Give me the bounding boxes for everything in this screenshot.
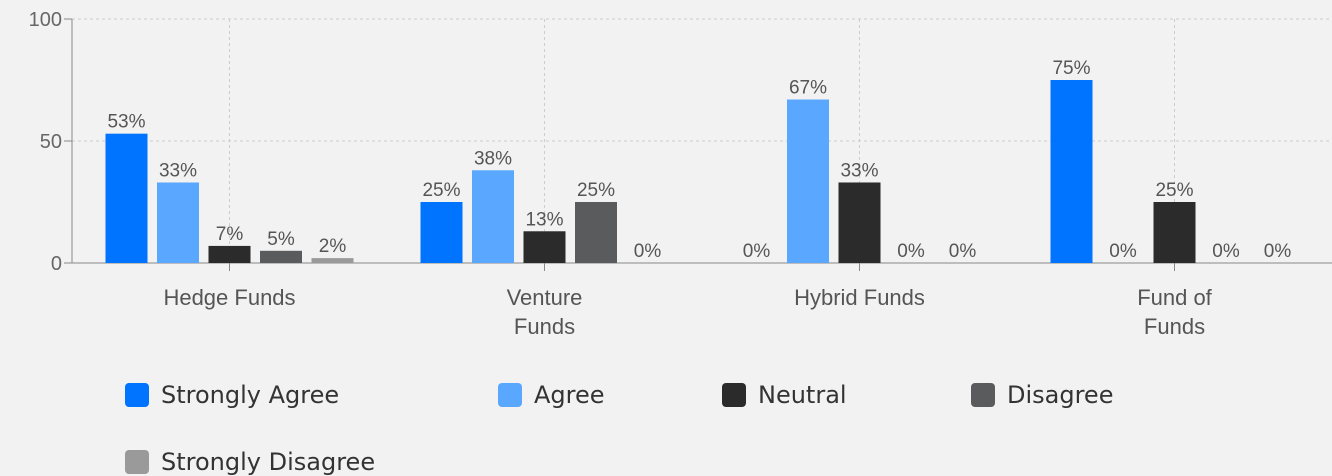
bar bbox=[838, 182, 881, 263]
data-label: 0% bbox=[949, 241, 977, 262]
bar bbox=[208, 245, 251, 263]
data-label: 5% bbox=[267, 229, 295, 250]
legend-item: Disagree bbox=[971, 380, 1113, 410]
data-label: 0% bbox=[1109, 241, 1137, 262]
data-label: 0% bbox=[634, 241, 662, 262]
y-tick-label: 50 bbox=[40, 131, 62, 153]
bar bbox=[157, 182, 199, 263]
legend-swatch bbox=[498, 383, 522, 407]
bar bbox=[260, 250, 302, 263]
data-label: 33% bbox=[840, 160, 878, 181]
y-tick-label: 100 bbox=[29, 9, 62, 31]
data-label: 53% bbox=[107, 112, 145, 133]
legend-label: Agree bbox=[534, 381, 605, 409]
data-label: 38% bbox=[474, 148, 512, 169]
x-tick-label: Venture Funds bbox=[506, 285, 583, 339]
legend-item: Agree bbox=[498, 380, 605, 410]
x-tick-label: Hybrid Funds bbox=[794, 285, 925, 310]
legend-label: Strongly Disagree bbox=[161, 448, 376, 476]
bar bbox=[1050, 80, 1093, 263]
bar bbox=[575, 202, 617, 263]
legend-label: Strongly Agree bbox=[161, 381, 340, 409]
data-label: 7% bbox=[216, 224, 244, 245]
legend-item: Neutral bbox=[722, 380, 847, 410]
legend-item: Strongly Disagree bbox=[125, 447, 375, 476]
data-label: 0% bbox=[897, 241, 925, 262]
bar bbox=[787, 99, 829, 264]
data-label: 25% bbox=[1155, 180, 1193, 201]
legend-label: Disagree bbox=[1007, 381, 1114, 409]
bar bbox=[523, 231, 566, 263]
bar bbox=[105, 133, 148, 263]
legend-item: Strongly Agree bbox=[125, 380, 339, 410]
data-label: 67% bbox=[789, 78, 827, 99]
data-label: 0% bbox=[1212, 241, 1240, 262]
data-label: 0% bbox=[1264, 241, 1292, 262]
data-label: 25% bbox=[577, 180, 615, 201]
data-label: 0% bbox=[743, 241, 771, 262]
data-label: 75% bbox=[1052, 58, 1090, 79]
x-tick-label: Hedge Funds bbox=[163, 285, 296, 310]
legend-swatch bbox=[722, 383, 746, 407]
data-label: 2% bbox=[319, 236, 347, 257]
y-tick-label: 0 bbox=[51, 253, 62, 275]
bar bbox=[1153, 202, 1196, 263]
x-tick-label: Fund of Funds bbox=[1137, 285, 1212, 339]
legend-swatch bbox=[125, 383, 149, 407]
data-label: 33% bbox=[159, 160, 197, 181]
bar bbox=[420, 202, 463, 263]
data-label: 25% bbox=[422, 180, 460, 201]
legend-swatch bbox=[971, 383, 995, 407]
bar bbox=[311, 258, 354, 263]
legend-label: Neutral bbox=[758, 381, 847, 409]
bar bbox=[472, 170, 514, 263]
data-label: 13% bbox=[525, 209, 563, 230]
legend-swatch bbox=[125, 450, 149, 474]
